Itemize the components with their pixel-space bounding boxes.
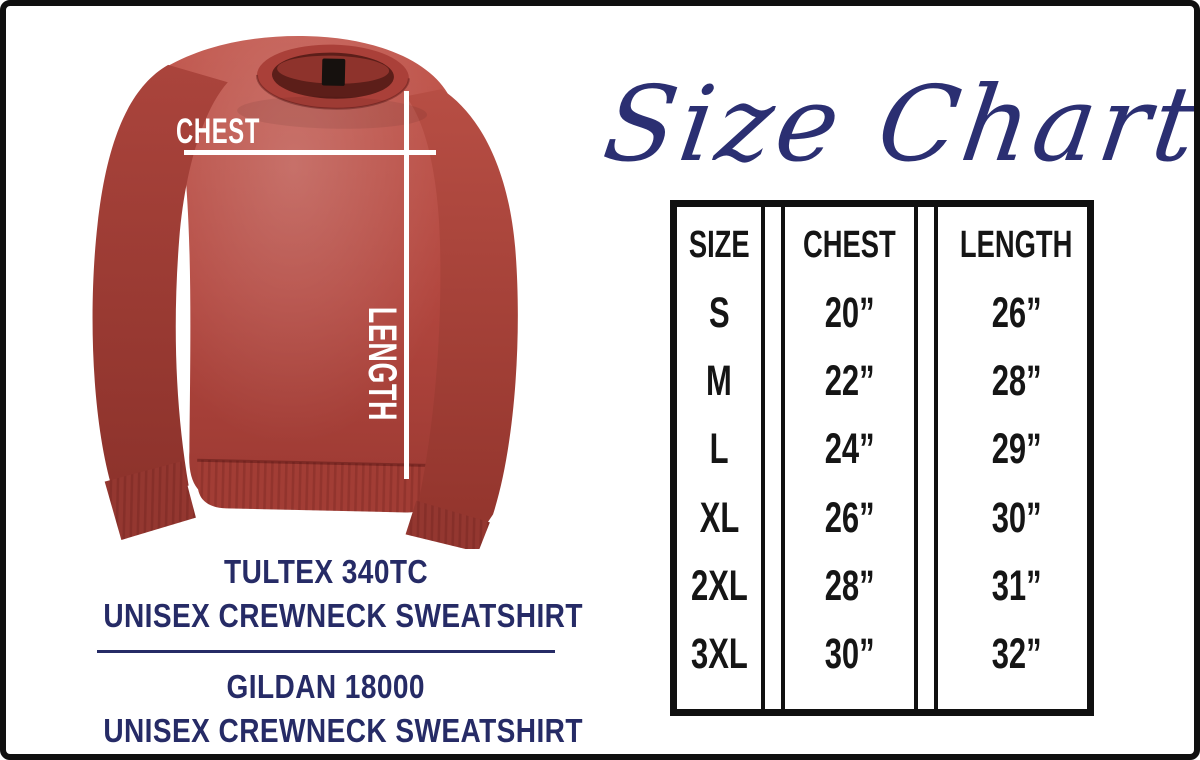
chest-label-text: CHEST <box>176 112 261 151</box>
chest-cell: 26” <box>824 493 875 542</box>
length-cell: 30” <box>991 493 1042 542</box>
size-cell: XL <box>699 493 740 542</box>
length-cell: 28” <box>991 357 1042 406</box>
gildan-product-name: GILDAN 18000 <box>226 668 426 705</box>
sweatshirt-right-cuff <box>405 500 490 549</box>
length-column-header: LENGTH <box>960 224 1073 267</box>
size-chart-table: SIZE S M L XL 2XL 3XL CHEST 20” 22” 24” … <box>670 200 1094 716</box>
product-divider <box>97 650 555 653</box>
sweatshirt-collar <box>255 44 410 110</box>
length-cell: 31” <box>991 562 1042 611</box>
length-cell: 26” <box>991 288 1042 337</box>
sweatshirt-left-cuff <box>104 461 196 540</box>
sweatshirt-left-sleeve <box>92 64 228 506</box>
chest-cell: 30” <box>824 630 875 679</box>
size-column-header: SIZE <box>688 224 750 267</box>
size-cell: M <box>706 357 733 406</box>
tultex-product-style: UNISEX CREWNECK SWEATSHIRT <box>103 597 583 634</box>
chest-measurement-label: CHEST <box>176 114 300 150</box>
product-name-block: TULTEX 340TC UNISEX CREWNECK SWEATSHIRT … <box>61 550 591 753</box>
length-label-text: LENGTH <box>360 306 404 422</box>
chest-measurement-line <box>184 150 436 155</box>
collar-tag <box>321 58 346 86</box>
size-chart-title: Size Chart <box>596 63 1200 185</box>
chest-cell: 20” <box>824 288 875 337</box>
size-column: SIZE S M L XL 2XL 3XL <box>677 207 766 709</box>
length-measurement-line <box>404 91 409 479</box>
size-cell: L <box>709 425 729 474</box>
gildan-product-style: UNISEX CREWNECK SWEATSHIRT <box>103 712 583 749</box>
size-cell: 3XL <box>690 630 748 679</box>
sweatshirt-hem <box>197 458 440 513</box>
chest-cell: 24” <box>824 425 875 474</box>
size-cell: S <box>708 288 730 337</box>
chest-column: CHEST 20” 22” 24” 26” 28” 30” <box>781 207 919 709</box>
sweatshirt-right-sleeve <box>405 89 518 529</box>
sweatshirt-photo <box>92 35 518 549</box>
chest-cell: 28” <box>824 562 875 611</box>
tultex-product-name: TULTEX 340TC <box>223 553 429 590</box>
length-column: LENGTH 26” 28” 29” 30” 31” 32” <box>934 207 1094 709</box>
sweatshirt-group <box>92 35 518 549</box>
chest-column-header: CHEST <box>803 224 897 267</box>
length-cell: 29” <box>991 425 1042 474</box>
chest-cell: 22” <box>824 357 875 406</box>
size-cell: 2XL <box>690 562 748 611</box>
length-cell: 32” <box>991 630 1042 679</box>
